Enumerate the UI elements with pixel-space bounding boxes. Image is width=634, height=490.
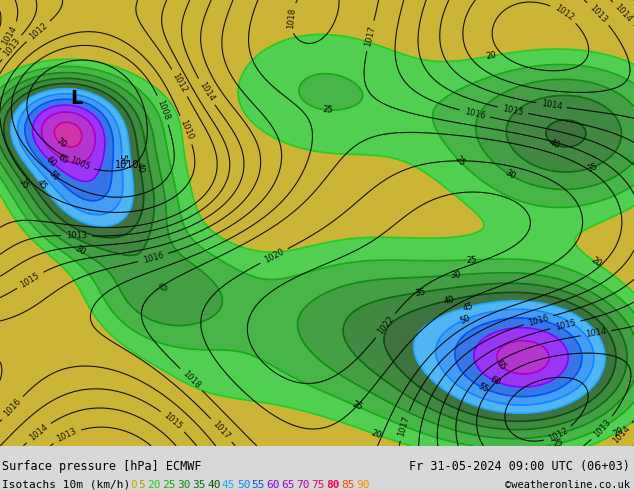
Text: 60: 60 (488, 374, 501, 387)
Text: 45: 45 (35, 177, 48, 192)
Text: 1013: 1013 (592, 417, 612, 439)
Text: L: L (70, 89, 82, 108)
Text: 65: 65 (281, 480, 295, 490)
Text: 1016: 1016 (2, 397, 23, 418)
Text: 20: 20 (589, 256, 603, 269)
Text: 25: 25 (466, 255, 477, 265)
Text: 1014: 1014 (613, 2, 634, 24)
Text: 20: 20 (611, 425, 625, 438)
Text: 1020: 1020 (262, 247, 285, 265)
Text: 1008: 1008 (155, 98, 171, 121)
Text: 25: 25 (162, 480, 176, 490)
Text: 1015: 1015 (554, 318, 577, 332)
Text: 1016: 1016 (527, 313, 550, 327)
Text: 1014: 1014 (197, 80, 216, 103)
Text: 1013: 1013 (55, 427, 79, 444)
Text: 70: 70 (297, 480, 310, 490)
Text: 1012: 1012 (171, 72, 189, 94)
Text: 25: 25 (552, 438, 564, 449)
Text: 1014: 1014 (27, 422, 49, 442)
Text: 1005: 1005 (68, 156, 91, 172)
Text: Isotachs 10m (km/h): Isotachs 10m (km/h) (2, 480, 144, 490)
Text: 50: 50 (117, 154, 127, 165)
Text: 30: 30 (450, 270, 461, 280)
Text: 40: 40 (207, 480, 221, 490)
Text: 35: 35 (586, 161, 599, 173)
Text: 80: 80 (327, 480, 340, 490)
Text: 90: 90 (356, 480, 370, 490)
Text: 40: 40 (444, 294, 456, 306)
Text: 1017: 1017 (211, 419, 232, 441)
Text: 1017: 1017 (363, 24, 377, 47)
Text: 25: 25 (323, 105, 333, 115)
Text: 55: 55 (48, 169, 61, 183)
Text: 1013: 1013 (588, 2, 609, 24)
Text: 1018: 1018 (286, 7, 297, 29)
Text: 1015: 1015 (501, 104, 524, 117)
Text: 55: 55 (252, 480, 265, 490)
Text: 1017: 1017 (397, 415, 411, 437)
Text: 20: 20 (147, 480, 161, 490)
Text: 1010: 1010 (178, 119, 195, 142)
Text: 5: 5 (139, 480, 145, 490)
Text: 50: 50 (458, 313, 472, 326)
Text: 25: 25 (453, 154, 467, 168)
Text: 1014: 1014 (611, 424, 631, 445)
Text: 1014: 1014 (585, 327, 607, 340)
Text: 55: 55 (476, 381, 489, 394)
Text: 60: 60 (267, 480, 280, 490)
Text: 85: 85 (341, 480, 354, 490)
Text: 50: 50 (237, 480, 250, 490)
Text: 40: 40 (548, 138, 561, 150)
Text: 1014: 1014 (540, 99, 562, 111)
Text: 65: 65 (493, 358, 507, 372)
Text: 1015: 1015 (19, 271, 41, 290)
Text: 1014: 1014 (1, 24, 19, 47)
Text: 40: 40 (135, 162, 145, 174)
Text: 45: 45 (222, 480, 235, 490)
Text: 1010: 1010 (115, 160, 139, 170)
Text: ©weatheronline.co.uk: ©weatheronline.co.uk (505, 480, 630, 490)
Text: 1013: 1013 (66, 231, 87, 241)
Text: 1016: 1016 (142, 250, 165, 265)
Text: 0: 0 (130, 480, 137, 490)
Text: 20: 20 (485, 51, 496, 61)
Text: 1013: 1013 (1, 36, 22, 58)
Text: 1012: 1012 (27, 21, 49, 42)
Text: Fr 31-05-2024 09:00 UTC (06+03): Fr 31-05-2024 09:00 UTC (06+03) (409, 460, 630, 473)
Text: 30: 30 (73, 245, 87, 258)
Text: 1018: 1018 (181, 369, 202, 390)
Text: 35: 35 (16, 177, 30, 191)
Text: 35: 35 (192, 480, 205, 490)
Text: 45: 45 (462, 301, 475, 313)
Text: 35: 35 (415, 287, 427, 297)
Text: 1015: 1015 (162, 411, 184, 432)
Text: 30: 30 (503, 168, 517, 181)
Text: 70: 70 (54, 137, 68, 150)
Text: 1012: 1012 (547, 426, 569, 443)
Text: 1022: 1022 (375, 315, 396, 337)
Text: 1012: 1012 (553, 3, 575, 23)
Text: 30: 30 (177, 480, 191, 490)
Text: 1016: 1016 (463, 107, 486, 121)
Text: Surface pressure [hPa] ECMWF: Surface pressure [hPa] ECMWF (2, 460, 202, 473)
Text: 65: 65 (57, 153, 70, 166)
Text: 60: 60 (44, 154, 58, 168)
Text: 20: 20 (370, 428, 382, 441)
Text: 75: 75 (311, 480, 325, 490)
Text: 25: 25 (350, 400, 363, 412)
